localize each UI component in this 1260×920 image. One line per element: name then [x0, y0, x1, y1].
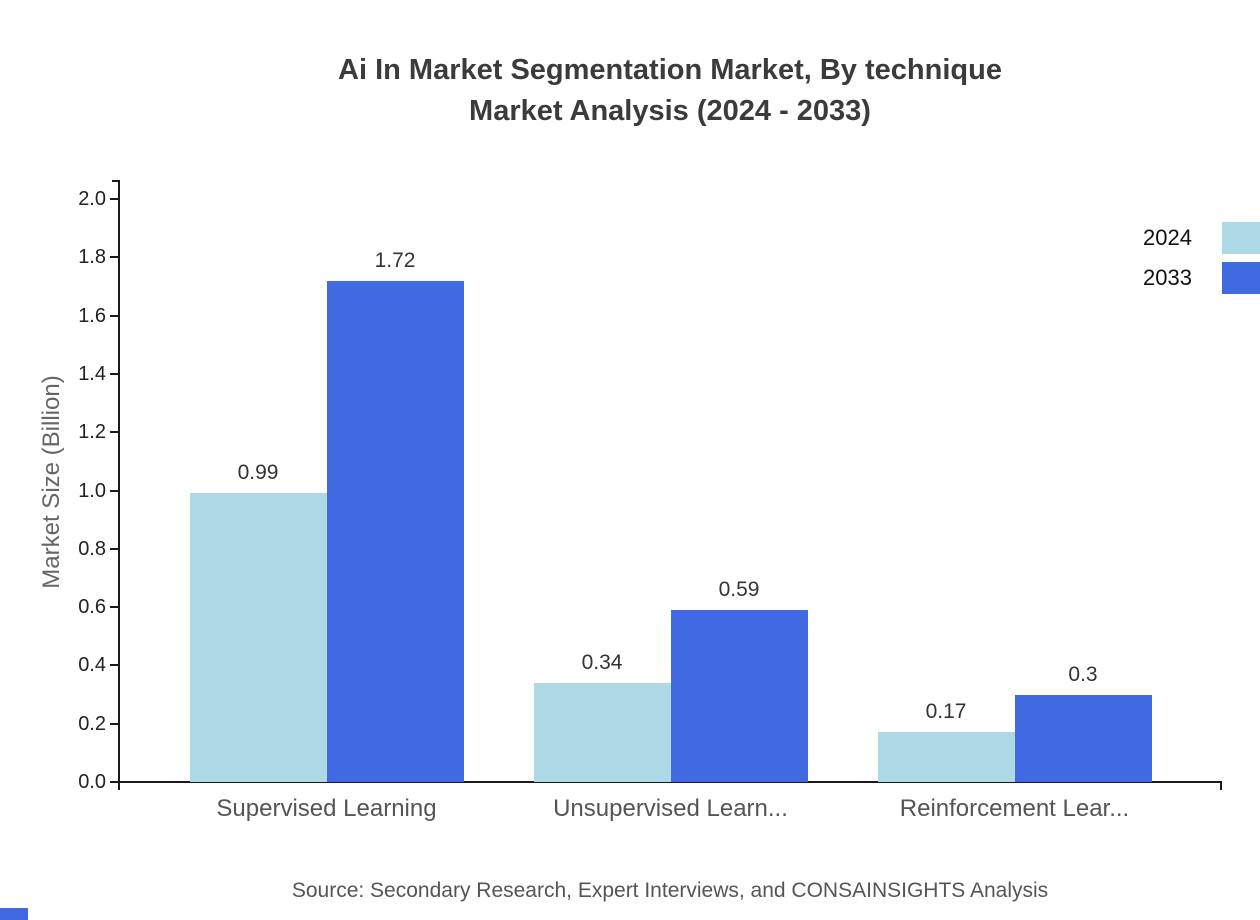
bar-2033-2[interactable] — [1014, 695, 1152, 782]
y-tick-label: 1.2 — [78, 421, 106, 444]
bar-value-label: 0.3 — [1068, 663, 1098, 686]
x-axis-left-end-tick — [118, 781, 120, 790]
y-tick-label: 0.6 — [78, 596, 106, 619]
bar-2033-1[interactable] — [670, 610, 808, 782]
y-tick — [110, 489, 118, 492]
y-tick — [110, 431, 118, 434]
legend-swatch-2033 — [1222, 262, 1260, 294]
x-category-label: Supervised Learning — [216, 795, 437, 822]
y-tick — [110, 547, 118, 550]
y-tick-label: 0.0 — [78, 771, 106, 793]
y-tick — [110, 664, 118, 667]
y-tick — [110, 606, 118, 609]
legend-item-2033[interactable]: 2033 — [960, 262, 1260, 294]
x-axis-line — [118, 781, 1222, 783]
y-tick-label: 1.0 — [78, 479, 106, 502]
x-category-label: Unsupervised Learn... — [553, 795, 788, 822]
source-text: Source: Secondary Research, Expert Inter… — [291, 879, 1049, 902]
y-axis-end-tick — [112, 180, 120, 182]
legend-label-2024: 2024 — [1143, 225, 1192, 250]
y-tick — [110, 781, 118, 783]
bar-value-label: 1.72 — [374, 249, 416, 272]
y-tick — [110, 722, 118, 725]
bar-2024-0[interactable] — [189, 493, 327, 782]
y-tick-label: 0.2 — [78, 712, 106, 735]
chart-subtitle: Market Analysis (2024 - 2033) — [469, 95, 871, 127]
bar-2033-0[interactable] — [326, 281, 464, 782]
x-category-label: Reinforcement Lear... — [899, 795, 1130, 822]
bar-2024-2[interactable] — [877, 732, 1015, 782]
bar-value-label: 0.59 — [718, 578, 760, 601]
bar-value-label: 0.99 — [237, 461, 279, 484]
y-tick-label: 2.0 — [78, 188, 106, 210]
y-tick — [110, 372, 118, 375]
legend-item-2024[interactable]: 2024 — [960, 222, 1260, 254]
y-tick-label: 1.4 — [78, 362, 106, 385]
legend-label-2033: 2033 — [1143, 265, 1192, 290]
bar-value-label: 0.34 — [581, 651, 623, 674]
y-tick-label: 1.8 — [78, 246, 106, 269]
x-axis-right-end-tick — [1220, 781, 1222, 790]
y-tick — [110, 198, 118, 200]
chart-title: Ai In Market Segmentation Market, By tec… — [338, 54, 1002, 86]
y-tick-label: 0.4 — [78, 654, 106, 677]
brand-corner-mark — [0, 908, 28, 920]
y-axis-line — [118, 180, 120, 783]
legend-swatch-2024 — [1222, 222, 1260, 254]
y-tick — [110, 256, 118, 259]
bar-value-label: 0.17 — [925, 700, 967, 723]
y-tick-label: 1.6 — [78, 304, 106, 327]
y-tick — [110, 314, 118, 317]
y-tick-label: 0.8 — [78, 537, 106, 560]
bar-2024-1[interactable] — [533, 683, 671, 782]
